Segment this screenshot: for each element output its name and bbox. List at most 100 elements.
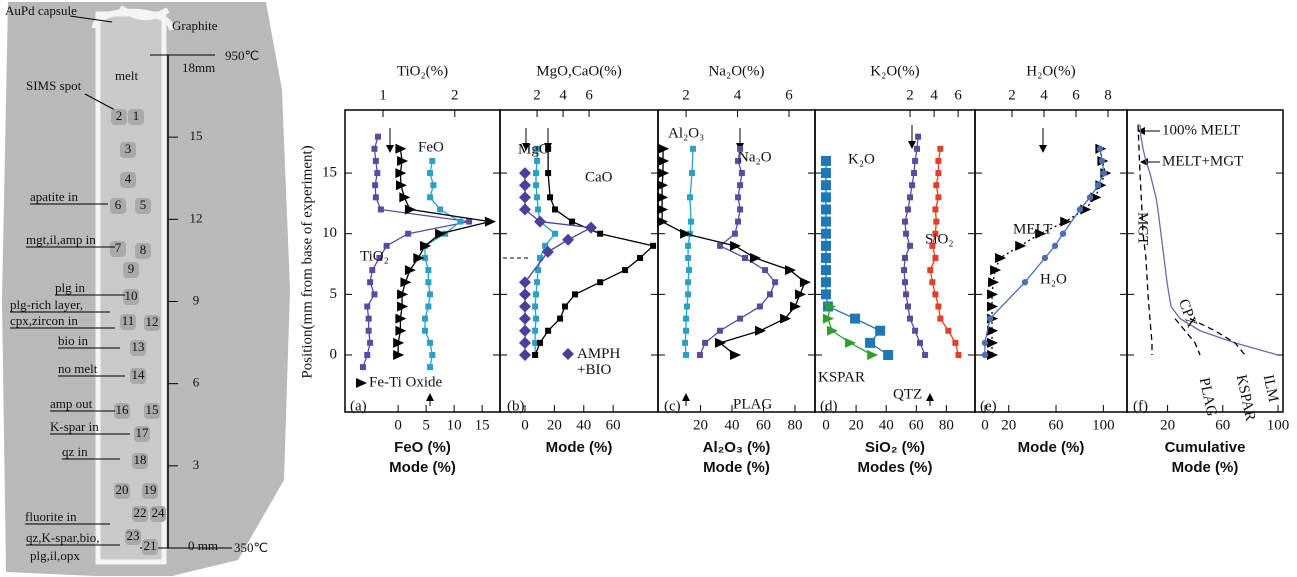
melt-label: melt (115, 68, 138, 83)
marker (821, 217, 831, 227)
annotation: (c) (664, 398, 681, 414)
marker (755, 326, 766, 336)
marker (737, 206, 743, 212)
marker (519, 288, 531, 300)
spot-label: 3 (125, 141, 132, 156)
legend-marker (356, 378, 367, 388)
zone-label: plg in (55, 280, 85, 295)
marker (519, 300, 531, 312)
marker (400, 277, 411, 287)
marker (552, 206, 558, 212)
marker (1015, 241, 1026, 251)
length-label: 18mm (182, 60, 215, 75)
x2-tick-label: 6 (785, 87, 793, 103)
spot-label: 4 (125, 171, 132, 186)
series-label: Na₂O (738, 149, 772, 165)
marker (519, 325, 531, 337)
x-tick-label: 100 (1267, 417, 1290, 433)
marker (533, 170, 539, 176)
marker (690, 146, 696, 152)
marker (366, 316, 372, 322)
marker (845, 338, 856, 348)
marker (821, 156, 831, 166)
marker (684, 303, 690, 309)
marker (519, 313, 531, 325)
x-axis-title: Al₂O₃ (%) (703, 439, 771, 456)
marker (987, 350, 998, 360)
spot-label: 2 (116, 108, 123, 123)
marker (915, 134, 921, 140)
annotation: KSPAR (1233, 373, 1258, 422)
marker (562, 234, 574, 246)
marker (905, 303, 911, 309)
marker (987, 338, 998, 348)
marker (367, 279, 373, 285)
marker (537, 340, 543, 346)
x-axis-title: Mode (%) (1172, 459, 1239, 476)
series-label: KSPAR (818, 369, 865, 385)
series-label: PLAG (733, 396, 772, 412)
marker (519, 349, 531, 361)
zone-label: qz,K-spar,bio, (26, 530, 100, 545)
marker (562, 303, 568, 309)
marker (935, 170, 941, 176)
annotation: ILM (1260, 373, 1281, 403)
zone-label: qz in (62, 444, 88, 459)
marker (687, 194, 693, 200)
series-label: K₂O (848, 151, 875, 167)
spot-label: 7 (115, 240, 122, 255)
marker (914, 146, 920, 152)
marker (933, 219, 939, 225)
marker (737, 182, 743, 188)
x2-tick-label: 2 (451, 87, 459, 103)
marker (534, 158, 540, 164)
spot-label: 15 (146, 402, 159, 417)
x-axis-title: Mode (%) (703, 459, 770, 476)
annotation: (f) (1133, 398, 1148, 414)
marker (952, 340, 958, 346)
marker (902, 279, 908, 285)
x-tick-label: 60 (909, 417, 924, 433)
marker (821, 192, 831, 202)
x2-tick-label: 6 (1072, 87, 1080, 103)
spot-label: 12 (146, 314, 159, 329)
marker (369, 267, 375, 273)
annotation: MELT+MGT (1162, 153, 1243, 169)
series-line (985, 149, 1104, 355)
marker (750, 253, 761, 263)
marker (990, 265, 1001, 275)
zone-label: plg,il,opx (30, 548, 80, 563)
marker (907, 194, 913, 200)
x2-tick-label: 4 (930, 87, 938, 103)
series-label: QTZ (893, 386, 922, 402)
marker (772, 279, 778, 285)
zone-label: cpx,zircon in (10, 313, 78, 328)
spot-label: 8 (140, 242, 147, 257)
spot-label: 10 (125, 288, 138, 303)
scale-tick-label: 3 (193, 457, 200, 472)
scale-tick-label: 12 (190, 210, 203, 225)
x-tick-label: 80 (788, 417, 803, 433)
x2-tick-label: 2 (1008, 87, 1016, 103)
series-label: CaO (585, 169, 613, 185)
series-label: H₂O (1040, 271, 1067, 287)
x-tick-label: 40 (879, 417, 894, 433)
marker (405, 265, 416, 275)
marker (902, 255, 908, 261)
marker (945, 328, 951, 334)
marker (821, 204, 831, 214)
marker (821, 229, 831, 239)
annotation: (e) (980, 398, 997, 414)
marker (702, 340, 708, 346)
marker (903, 291, 909, 297)
x-axis-title: FeO (%) (394, 439, 451, 456)
marker (717, 328, 723, 334)
marker (689, 170, 695, 176)
zone-label: fluorite in (25, 509, 77, 524)
x-tick-label: 100 (1092, 417, 1115, 433)
marker (366, 328, 372, 334)
length-label: 0 mm (188, 538, 218, 553)
x-tick-label: 20 (1160, 417, 1175, 433)
x-axis-title: Mode (%) (546, 439, 613, 456)
spot-label: 19 (144, 482, 157, 497)
